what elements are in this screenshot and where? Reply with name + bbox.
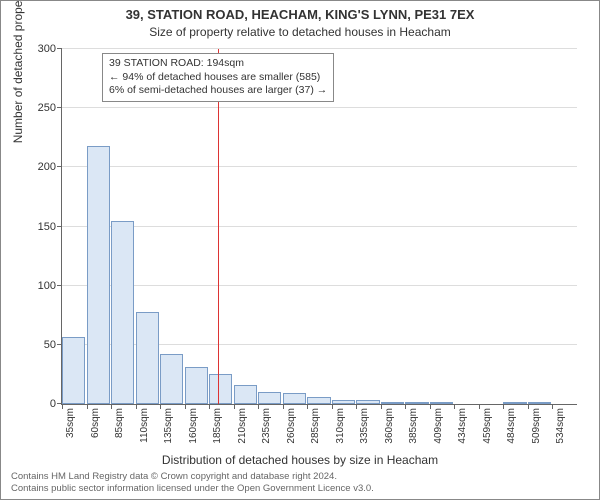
xtick-label: 235sqm xyxy=(261,408,272,444)
ytick-label: 300 xyxy=(38,43,56,55)
histogram-bar xyxy=(111,221,134,404)
histogram-bar xyxy=(209,374,232,404)
histogram-bar xyxy=(136,312,159,404)
xtick-label: 260sqm xyxy=(286,408,297,444)
xtick-label: 459sqm xyxy=(482,408,493,444)
xtick-label: 534sqm xyxy=(555,408,566,444)
xtick-label: 385sqm xyxy=(408,408,419,444)
histogram-bar xyxy=(160,354,183,404)
histogram-bar xyxy=(283,393,306,404)
xtick-mark xyxy=(209,404,210,409)
x-axis-label: Distribution of detached houses by size … xyxy=(1,453,599,467)
xtick-label: 509sqm xyxy=(531,408,542,444)
histogram-bar xyxy=(258,392,281,404)
xtick-label: 310sqm xyxy=(335,408,346,444)
grid-line xyxy=(62,285,577,286)
ytick-mark xyxy=(57,107,62,108)
xtick-label: 110sqm xyxy=(139,408,150,443)
xtick-label: 360sqm xyxy=(384,408,395,444)
xtick-label: 285sqm xyxy=(310,408,321,444)
y-axis-label: Number of detached properties xyxy=(11,0,25,143)
annotation-line: 39 STATION ROAD: 194sqm xyxy=(109,57,327,71)
histogram-bar xyxy=(503,402,526,404)
xtick-mark xyxy=(479,404,480,409)
annotation-box: 39 STATION ROAD: 194sqm← 94% of detached… xyxy=(102,53,334,102)
histogram-bar xyxy=(356,400,379,404)
xtick-mark xyxy=(430,404,431,409)
xtick-mark xyxy=(503,404,504,409)
ytick-label: 150 xyxy=(38,221,56,233)
ytick-mark xyxy=(57,48,62,49)
xtick-label: 35sqm xyxy=(65,408,76,438)
ytick-label: 250 xyxy=(38,102,56,114)
xtick-mark xyxy=(234,404,235,409)
xtick-mark xyxy=(528,404,529,409)
grid-line xyxy=(62,166,577,167)
grid-line xyxy=(62,48,577,49)
xtick-mark xyxy=(381,404,382,409)
chart-container: 39, STATION ROAD, HEACHAM, KING'S LYNN, … xyxy=(0,0,600,500)
xtick-mark xyxy=(356,404,357,409)
xtick-label: 60sqm xyxy=(90,408,101,438)
histogram-bar xyxy=(528,402,551,404)
chart-title: 39, STATION ROAD, HEACHAM, KING'S LYNN, … xyxy=(1,7,599,22)
xtick-label: 135sqm xyxy=(163,408,174,444)
ytick-label: 50 xyxy=(44,339,56,351)
histogram-bar xyxy=(307,397,330,404)
grid-line xyxy=(62,107,577,108)
xtick-mark xyxy=(405,404,406,409)
annotation-line: 6% of semi-detached houses are larger (3… xyxy=(109,84,327,98)
chart-subtitle: Size of property relative to detached ho… xyxy=(1,25,599,39)
xtick-mark xyxy=(552,404,553,409)
xtick-mark xyxy=(87,404,88,409)
xtick-mark xyxy=(283,404,284,409)
histogram-bar xyxy=(430,402,453,404)
xtick-mark xyxy=(160,404,161,409)
histogram-bar xyxy=(234,385,257,404)
xtick-label: 185sqm xyxy=(212,408,223,444)
footer-line: Contains HM Land Registry data © Crown c… xyxy=(11,471,374,483)
ytick-label: 0 xyxy=(50,398,56,410)
histogram-bar xyxy=(405,402,428,404)
xtick-mark xyxy=(332,404,333,409)
footer-line: Contains public sector information licen… xyxy=(11,483,374,495)
histogram-bar xyxy=(185,367,208,404)
plot-area: 05010015020025030035sqm60sqm85sqm110sqm1… xyxy=(61,49,577,405)
ytick-mark xyxy=(57,285,62,286)
histogram-bar xyxy=(381,402,404,404)
ytick-label: 100 xyxy=(38,280,56,292)
xtick-mark xyxy=(111,404,112,409)
footer-attribution: Contains HM Land Registry data © Crown c… xyxy=(11,471,374,495)
ytick-label: 200 xyxy=(38,161,56,173)
grid-line xyxy=(62,226,577,227)
xtick-label: 85sqm xyxy=(114,408,125,438)
reference-line xyxy=(218,49,219,404)
xtick-label: 210sqm xyxy=(237,408,248,444)
ytick-mark xyxy=(57,166,62,167)
xtick-mark xyxy=(454,404,455,409)
xtick-label: 434sqm xyxy=(457,408,468,444)
histogram-bar xyxy=(62,337,85,404)
xtick-label: 409sqm xyxy=(433,408,444,444)
histogram-bar xyxy=(87,146,110,404)
xtick-mark xyxy=(307,404,308,409)
xtick-mark xyxy=(136,404,137,409)
ytick-mark xyxy=(57,226,62,227)
xtick-label: 335sqm xyxy=(359,408,370,444)
annotation-line: ← 94% of detached houses are smaller (58… xyxy=(109,71,327,85)
histogram-bar xyxy=(332,400,355,404)
xtick-mark xyxy=(185,404,186,409)
xtick-label: 160sqm xyxy=(188,408,199,444)
xtick-label: 484sqm xyxy=(506,408,517,444)
xtick-mark xyxy=(258,404,259,409)
xtick-mark xyxy=(62,404,63,409)
